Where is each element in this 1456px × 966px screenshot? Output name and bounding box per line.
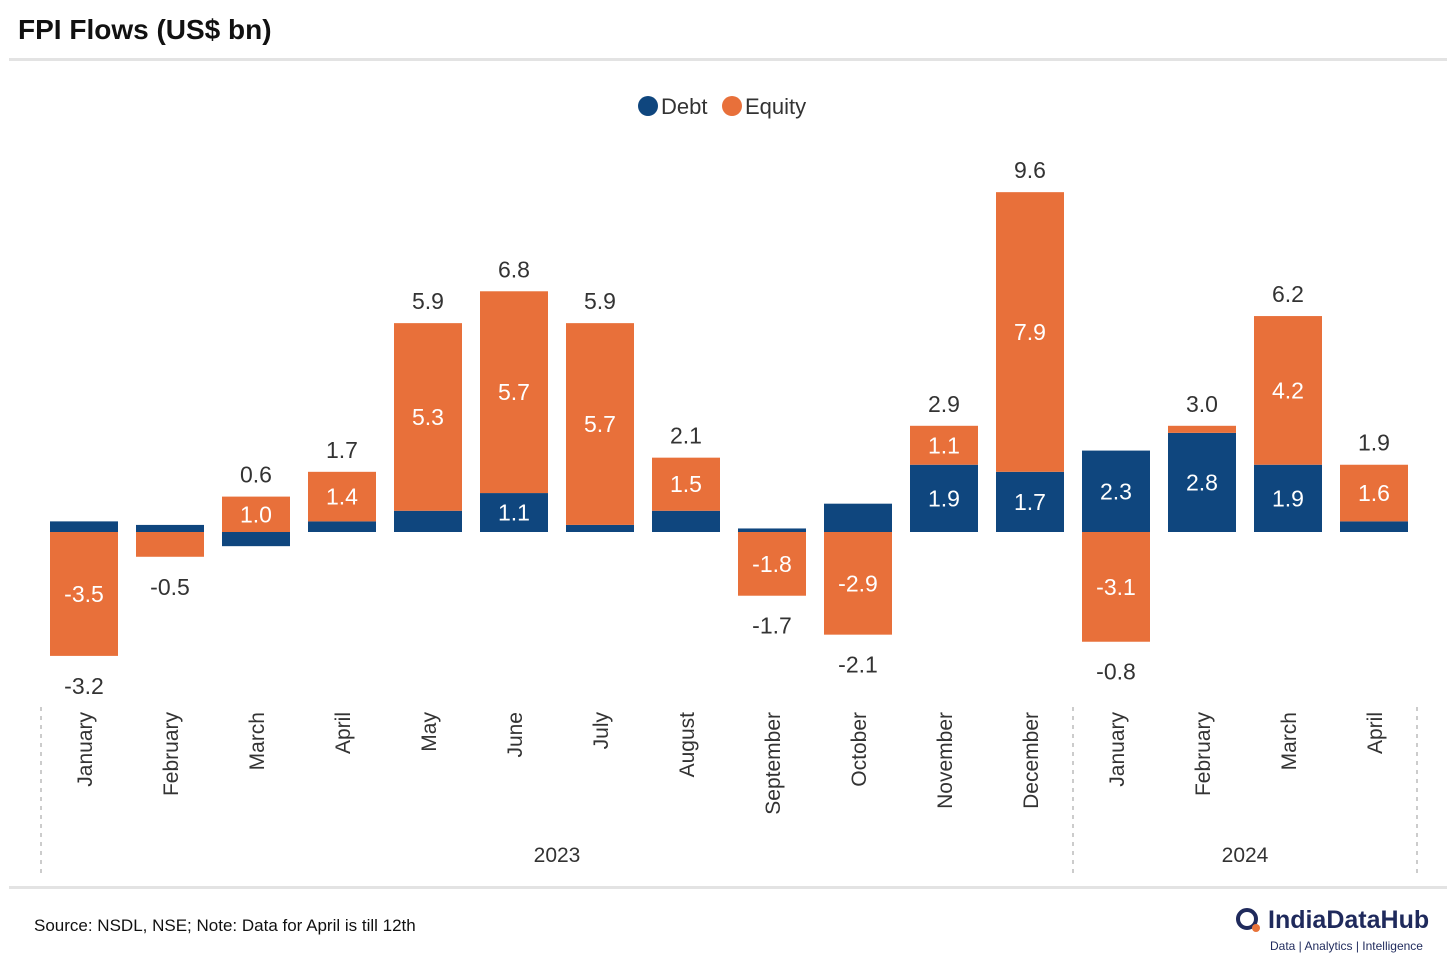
category-label: February	[1192, 712, 1215, 797]
equity-bar-2	[136, 532, 204, 557]
logo-name: IndiaDataHub	[1268, 906, 1430, 934]
debt-bar-2	[136, 524, 204, 532]
total-value-label: 2.9	[928, 391, 960, 417]
category-label: September	[762, 712, 785, 815]
category-label: August	[676, 712, 699, 778]
total-value-label: -1.7	[752, 613, 792, 639]
top-divider	[9, 58, 1447, 61]
debt-bar-16	[1340, 521, 1408, 532]
total-value-label: 9.6	[1014, 157, 1046, 183]
debt-bar-9	[738, 528, 806, 532]
debt-bar-13	[1082, 450, 1150, 532]
equity-value-label: 1.0	[240, 501, 272, 527]
equity-bar-12	[996, 192, 1064, 472]
total-value-label: 6.2	[1272, 281, 1304, 307]
year-label-2023: 2023	[534, 844, 581, 867]
debt-bar-5	[394, 510, 462, 532]
category-label: April	[1364, 712, 1387, 754]
legend-debt-label: Debt	[661, 94, 707, 119]
debt-bar-7	[566, 524, 634, 532]
equity-value-label: 5.7	[498, 379, 530, 405]
total-value-label: 5.9	[584, 288, 616, 314]
logo-tagline: Data | Analytics | Intelligence	[1270, 939, 1423, 953]
category-label: May	[418, 712, 441, 752]
debt-bar-10	[824, 503, 892, 532]
total-value-label: 6.8	[498, 256, 530, 282]
category-label: December	[1020, 712, 1043, 809]
debt-bar-11	[910, 464, 978, 532]
legend-equity-marker	[722, 96, 742, 116]
chart-title: FPI Flows (US$ bn)	[18, 14, 272, 45]
debt-value-label: 1.9	[1272, 485, 1304, 511]
category-label: June	[504, 712, 527, 758]
equity-bar-3	[222, 496, 290, 532]
total-value-label: 0.6	[240, 462, 272, 488]
category-label: November	[934, 712, 957, 809]
equity-value-label: 7.9	[1014, 319, 1046, 345]
total-value-label: 1.9	[1358, 430, 1390, 456]
equity-bar-8	[652, 457, 720, 511]
equity-value-label: -1.8	[752, 551, 792, 577]
debt-bar-15	[1254, 464, 1322, 532]
category-label: January	[74, 712, 97, 787]
debt-bar-8	[652, 510, 720, 532]
category-label: October	[848, 712, 871, 787]
debt-bar-6	[480, 493, 548, 532]
equity-bar-14	[1168, 425, 1236, 433]
total-value-label: 2.1	[670, 423, 702, 449]
equity-value-label: 1.6	[1358, 480, 1390, 506]
total-value-label: -0.8	[1096, 659, 1136, 685]
fpi-flows-chart: Debt Equity -3.5 -3.2 January -0.5 February 1.0…	[40, 94, 1418, 874]
category-label: February	[160, 712, 183, 797]
bottom-divider	[9, 886, 1447, 889]
equity-value-label: 1.1	[928, 432, 960, 458]
debt-value-label: 1.7	[1014, 489, 1046, 515]
category-label: March	[1278, 712, 1301, 770]
total-value-label: 5.9	[412, 288, 444, 314]
legend-debt-marker	[638, 96, 658, 116]
equity-value-label: 5.3	[412, 404, 444, 430]
debt-bar-3	[222, 532, 290, 547]
debt-bar-14	[1168, 432, 1236, 532]
debt-bar-12	[996, 471, 1064, 532]
equity-value-label: 5.7	[584, 411, 616, 437]
total-value-label: -0.5	[150, 574, 190, 600]
equity-bar-15	[1254, 316, 1322, 465]
debt-bar-1	[50, 521, 118, 532]
equity-value-label: -3.1	[1096, 574, 1136, 600]
equity-value-label: -2.9	[838, 570, 878, 596]
category-label: January	[1106, 712, 1129, 787]
source-note: Source: NSDL, NSE; Note: Data for April …	[34, 916, 416, 935]
debt-value-label: 2.3	[1100, 478, 1132, 504]
equity-bar-9	[738, 532, 806, 596]
equity-bar-16	[1340, 464, 1408, 522]
debt-bar-4	[308, 521, 376, 532]
total-value-label: -2.1	[838, 652, 878, 678]
category-label: April	[332, 712, 355, 754]
equity-bar-13	[1082, 532, 1150, 642]
debt-value-label: 1.9	[928, 485, 960, 511]
legend-equity-label: Equity	[745, 94, 806, 119]
equity-bar-10	[824, 532, 892, 635]
equity-value-label: 4.2	[1272, 377, 1304, 403]
equity-value-label: -3.5	[64, 581, 104, 607]
equity-bar-11	[910, 425, 978, 465]
equity-value-label: 1.5	[670, 471, 702, 497]
total-value-label: -3.2	[64, 673, 104, 699]
equity-bar-4	[308, 471, 376, 522]
total-value-label: 1.7	[326, 437, 358, 463]
debt-value-label: 1.1	[498, 500, 530, 526]
equity-value-label: 1.4	[326, 484, 358, 510]
equity-bar-7	[566, 323, 634, 525]
equity-bar-6	[480, 291, 548, 494]
category-label: July	[590, 712, 613, 750]
logo-icon	[1236, 908, 1260, 932]
total-value-label: 3.0	[1186, 391, 1218, 417]
equity-bar-1	[50, 532, 118, 656]
debt-value-label: 2.8	[1186, 469, 1218, 495]
category-label: March	[246, 712, 269, 770]
equity-bar-5	[394, 323, 462, 511]
year-label-2024: 2024	[1222, 844, 1269, 867]
